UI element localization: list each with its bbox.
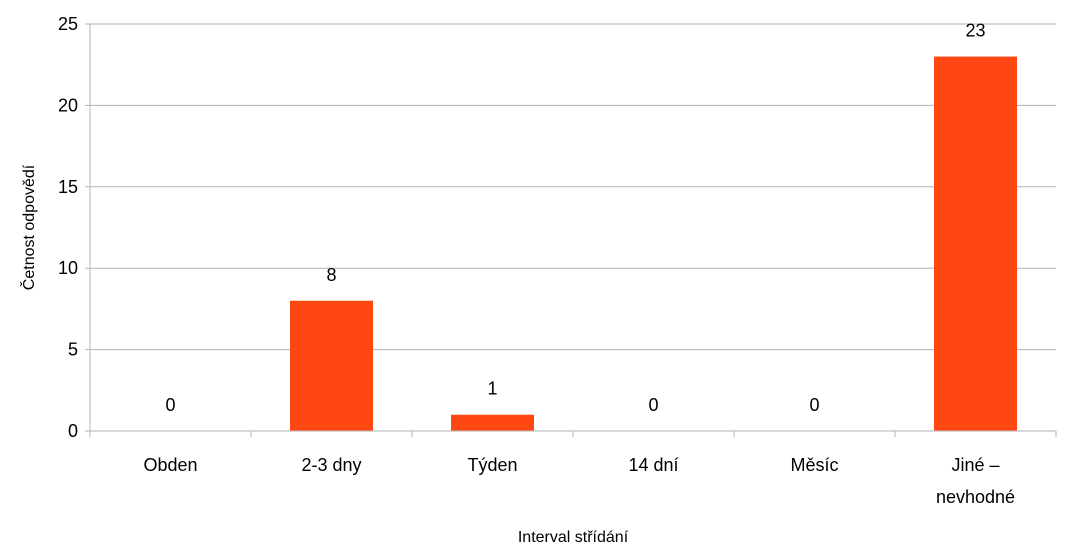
x-category-label: Obden — [143, 455, 197, 475]
bar — [290, 301, 373, 431]
data-labels: 0 8 1 0 0 23 — [165, 21, 985, 415]
y-tick-label: 10 — [58, 258, 78, 278]
y-tick-label: 15 — [58, 177, 78, 197]
x-category-label: Jiné – nevhodné — [936, 455, 1015, 507]
grid — [90, 24, 1056, 350]
x-category-label: 2-3 dny — [301, 455, 361, 475]
data-label: 0 — [809, 395, 819, 415]
axes — [90, 24, 1056, 437]
data-label: 1 — [487, 379, 497, 399]
x-axis-title: Interval střídání — [518, 529, 629, 546]
y-tick-label: 0 — [68, 421, 78, 441]
bars — [290, 57, 1017, 431]
y-ticks: 0 5 10 15 20 25 — [58, 14, 90, 441]
data-label: 0 — [648, 395, 658, 415]
y-tick-label: 25 — [58, 14, 78, 34]
x-categories: Obden 2-3 dny Týden 14 dní Měsíc Jiné – nevhod… — [143, 455, 1015, 507]
data-label: 23 — [965, 21, 985, 41]
x-category-label: Měsíc — [790, 455, 838, 475]
y-tick-label: 20 — [58, 95, 78, 115]
bar — [934, 57, 1017, 431]
data-label: 8 — [326, 265, 336, 285]
data-label: 0 — [165, 395, 175, 415]
y-tick-label: 5 — [68, 340, 78, 360]
x-category-label: 14 dní — [628, 455, 678, 475]
bar — [451, 415, 534, 431]
x-category-label: Týden — [467, 455, 517, 475]
y-axis-title: Četnost odpovědí — [19, 164, 38, 290]
